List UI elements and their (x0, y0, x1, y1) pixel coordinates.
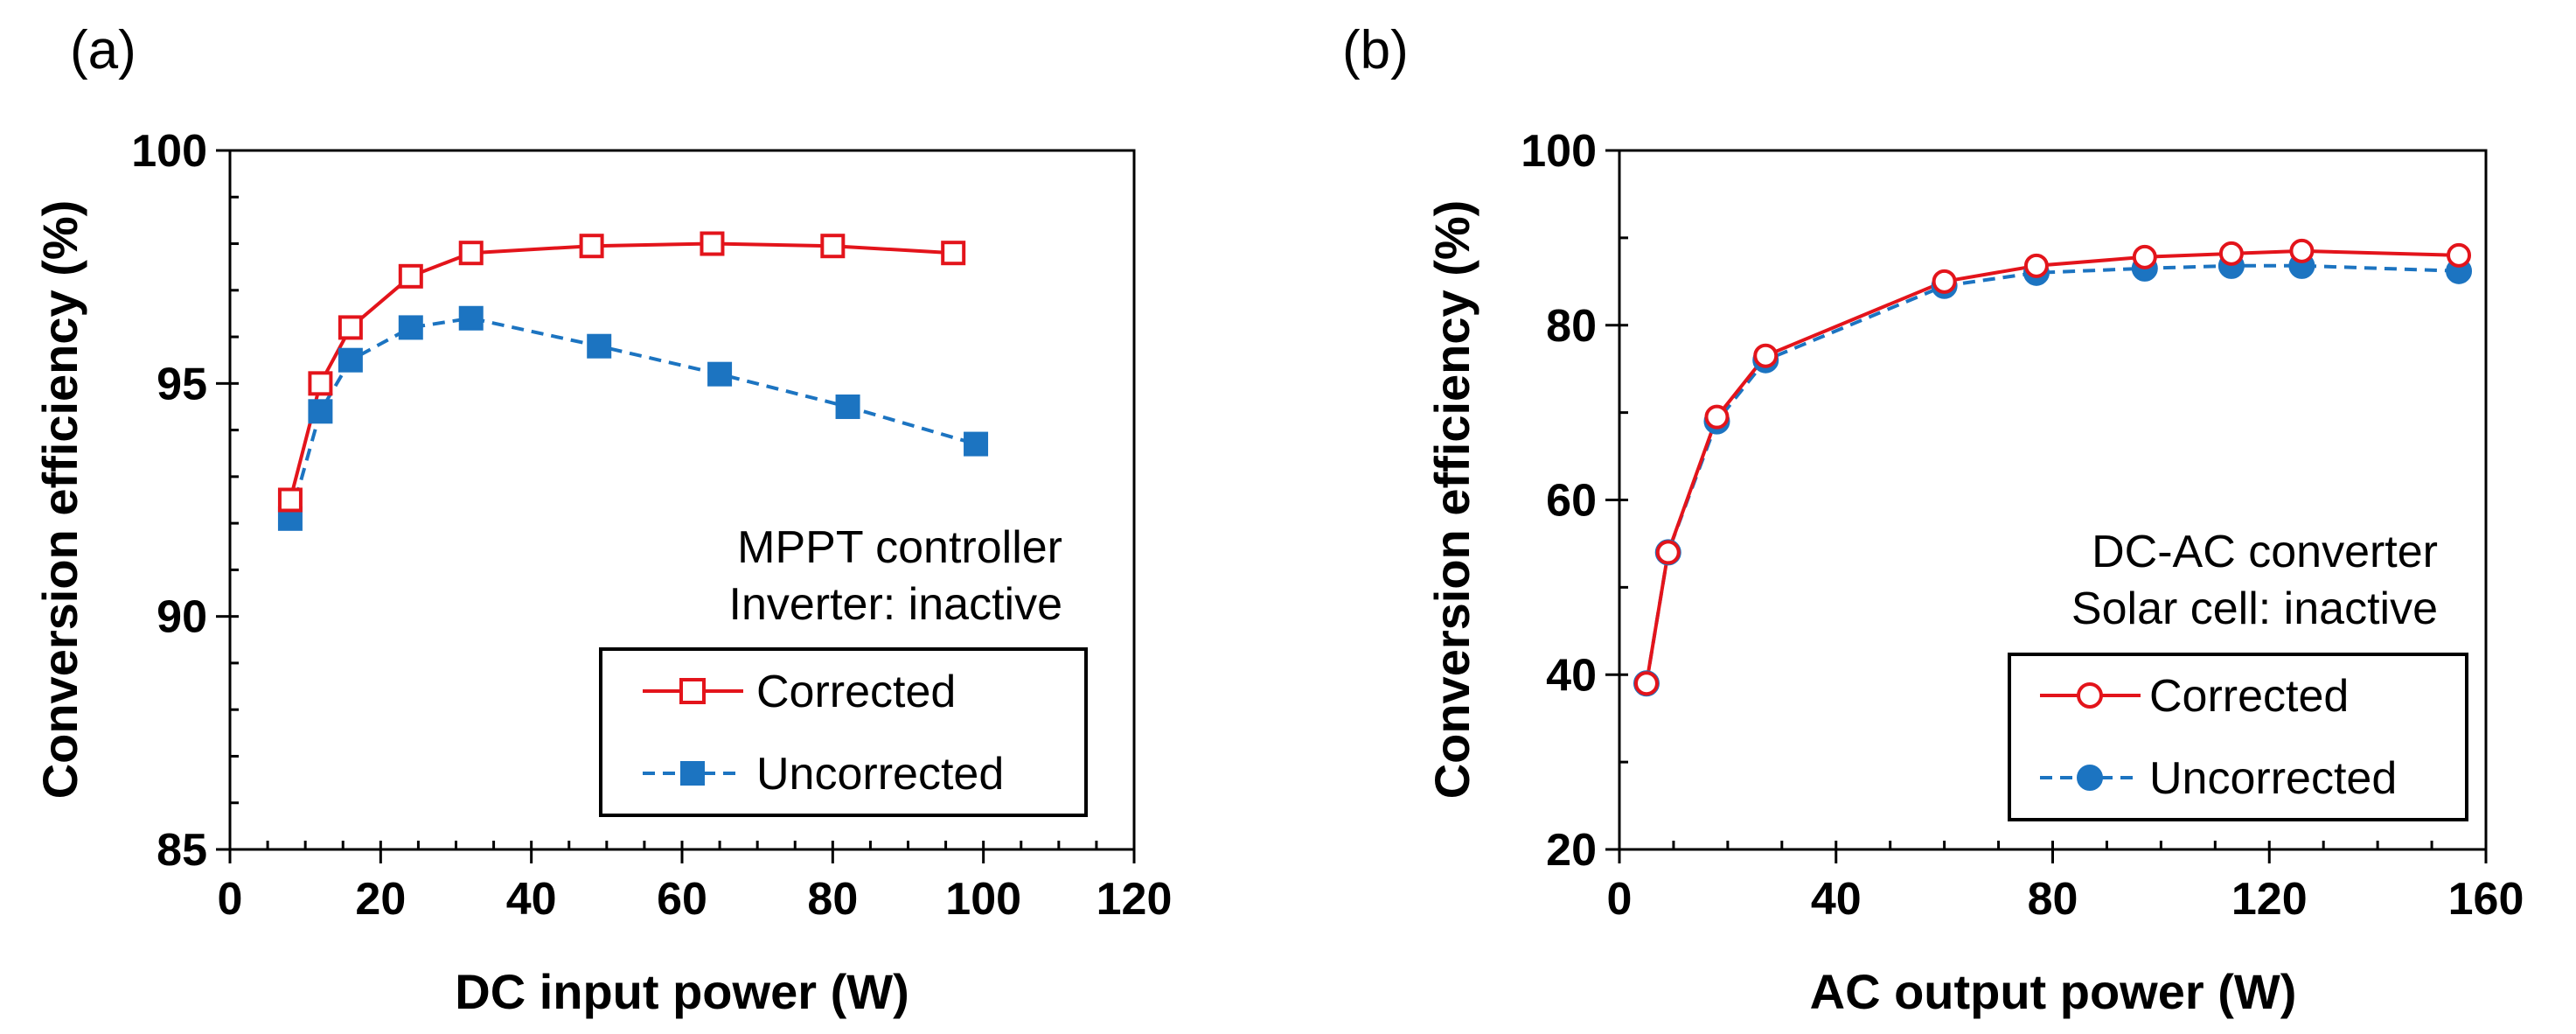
panel-b-corrected-point (2218, 241, 2244, 266)
panel-a-y-tick-labels: 85 90 95 100 (131, 126, 207, 876)
panel-b-corrected-point (1704, 404, 1730, 430)
panel-a-y-axis-title: Conversion efficiency (%) (32, 200, 87, 800)
panel-a-x-tick-label: 100 (945, 874, 1021, 925)
panel-a-corrected-point (820, 234, 846, 259)
panel-a-uncorrected-point (707, 361, 733, 387)
panel-b-x-tick-label: 120 (2231, 874, 2308, 925)
panel-b-x-axis-title: AC output power (W) (1810, 964, 2297, 1019)
panel-b-series-lines (1645, 248, 2460, 684)
panel-a-x-axis-title: DC input power (W) (455, 964, 909, 1019)
panel-a-corrected-point (277, 487, 303, 513)
panel-a-corrected-point (398, 263, 423, 289)
panel-a-corrected-series-line (288, 241, 954, 501)
panel-b-x-tick-label: 80 (2028, 874, 2078, 925)
panel-a-legend: Corrected Uncorrected (599, 647, 1088, 817)
panel-b: (b) 0 40 80 120 160 20 40 60 80 100 AC output po… (1342, 20, 2524, 1019)
panel-b-y-tick-label: 100 (1521, 126, 1597, 177)
panel-b-major-ticks (1605, 149, 2488, 863)
panel-b-corrected-point (2289, 238, 2315, 263)
panel-b-legend-corrected-label: Corrected (2149, 671, 2349, 722)
panel-b-annotation-line-2: Solar cell: inactive (2071, 583, 2438, 634)
panel-b-corrected-point (1753, 343, 1779, 368)
panel-b-corrected-point (2132, 244, 2157, 269)
panel-a-corrected-point (941, 241, 966, 266)
panel-a-corrected-point (308, 371, 333, 396)
panel-a-legend-corrected-marker (679, 678, 706, 704)
panel-a-legend-uncorrected-marker (680, 761, 705, 786)
panel-a-series-markers (277, 231, 989, 531)
panel-b-corrected-point (1932, 269, 1957, 294)
panel-b-legend: Corrected Uncorrected (2008, 653, 2468, 821)
panel-a-legend-box (599, 647, 1088, 817)
panel-b-y-tick-labels: 20 40 60 80 100 (1521, 126, 1597, 876)
panel-b-y-tick-label: 40 (1546, 650, 1597, 701)
panel-b-corrected-point (2023, 253, 2049, 278)
panel-a-corrected-point (338, 315, 363, 340)
panel-a-series-lines (288, 241, 977, 520)
panel-b-series-markers (1633, 238, 2473, 697)
panel-a-corrected-point (700, 231, 725, 256)
panel-a-x-tick-label: 120 (1097, 874, 1173, 925)
panel-a-uncorrected-point (398, 315, 423, 340)
panel-b-legend-uncorrected-label: Uncorrected (2149, 753, 2397, 804)
panel-b-legend-uncorrected-marker (2077, 765, 2103, 791)
panel-a-uncorrected-point (964, 431, 989, 457)
panel-b-x-tick-labels: 0 40 80 120 160 (1607, 874, 2524, 925)
panel-a-plot-frame (228, 149, 1136, 851)
panel-a-corrected-point (458, 241, 484, 266)
panel-a-major-ticks (216, 149, 1136, 863)
panel-a-uncorrected-point (458, 305, 484, 331)
panel-b-legend-corrected-marker (2077, 682, 2103, 709)
panel-a-x-tick-label: 40 (506, 874, 557, 925)
panel-b-x-tick-label: 0 (1607, 874, 1633, 925)
panel-a-annotation-line-1: MPPT controller (737, 522, 1062, 573)
panel-b-corrected-point (2447, 242, 2472, 268)
panel-a-uncorrected-series-line (288, 316, 977, 520)
panel-b-annotation-line-1: DC-AC converter (2092, 527, 2438, 577)
panel-a-corrected-point (579, 234, 604, 259)
panel-b-corrected-point (1633, 671, 1659, 696)
panel-b-corrected-series-line (1645, 248, 2460, 684)
panel-b-y-tick-label: 20 (1546, 825, 1597, 876)
panel-a-uncorrected-point (308, 399, 333, 424)
panel-a-legend-uncorrected-label: Uncorrected (756, 749, 1004, 800)
panel-a-legend-corrected-label: Corrected (756, 667, 956, 717)
panel-b-corrected-point (1655, 540, 1681, 565)
panel-b-x-tick-label: 160 (2448, 874, 2524, 925)
panel-a-uncorrected-point (835, 394, 860, 419)
panel-a-y-tick-label: 95 (157, 359, 207, 409)
panel-b-label: (b) (1342, 20, 1409, 80)
panel-a-y-tick-label: 90 (157, 592, 207, 643)
panel-a-x-tick-label: 60 (657, 874, 707, 925)
panel-a: (a) 0 20 40 60 80 100 120 85 90 95 100 DC input p… (32, 20, 1172, 1019)
panel-a-x-tick-labels: 0 20 40 60 80 100 120 (218, 874, 1173, 925)
panel-b-y-axis-title: Conversion efficiency (%) (1424, 200, 1479, 800)
panel-b-y-tick-label: 60 (1546, 476, 1597, 527)
panel-a-y-tick-label: 85 (157, 825, 207, 876)
panel-a-y-tick-label: 100 (131, 126, 207, 177)
panel-a-annotation-line-2: Inverter: inactive (729, 579, 1063, 630)
panel-a-x-tick-label: 80 (807, 874, 858, 925)
panel-b-legend-box (2008, 653, 2468, 821)
panel-b-plot-frame (1618, 149, 2488, 851)
panel-a-x-tick-label: 20 (355, 874, 406, 925)
panel-a-uncorrected-point (587, 333, 612, 359)
panel-b-x-tick-label: 40 (1811, 874, 1862, 925)
panel-a-x-tick-label: 0 (218, 874, 243, 925)
panel-a-label: (a) (70, 20, 136, 80)
panel-b-y-tick-label: 80 (1546, 301, 1597, 352)
panel-a-uncorrected-point (338, 347, 363, 373)
